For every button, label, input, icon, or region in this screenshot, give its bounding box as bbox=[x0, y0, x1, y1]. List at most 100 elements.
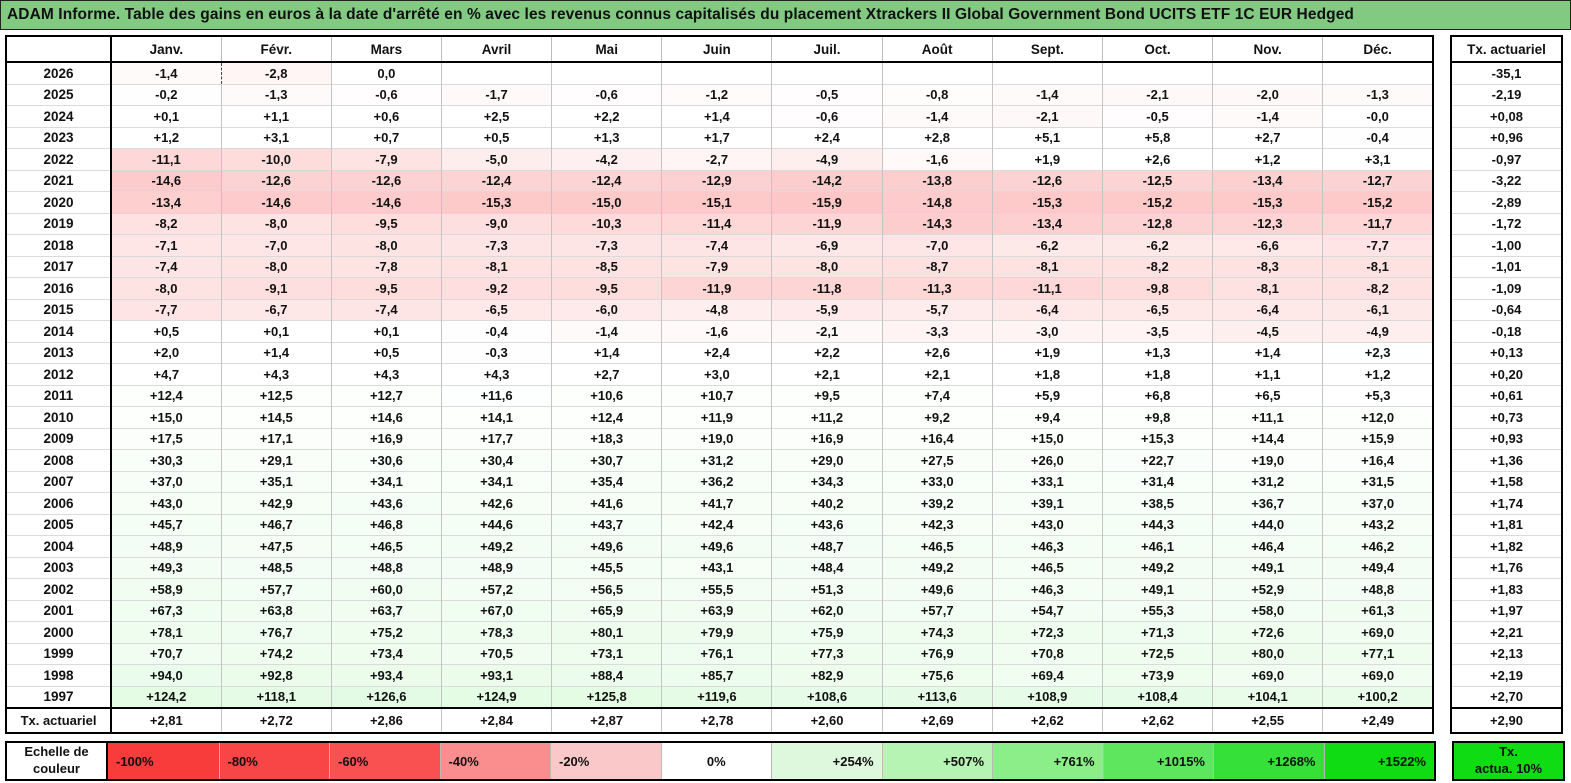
gain-cell[interactable]: +46,5 bbox=[330, 535, 442, 557]
gain-cell[interactable]: +1,7 bbox=[661, 126, 772, 149]
gain-cell[interactable]: +30,7 bbox=[551, 449, 662, 471]
year-label[interactable]: 2023 bbox=[6, 126, 112, 149]
gain-cell[interactable]: +46,2 bbox=[1322, 535, 1433, 557]
gain-cell[interactable]: -14,6 bbox=[330, 191, 442, 213]
gain-cell[interactable]: +49,2 bbox=[881, 556, 993, 579]
gain-cell[interactable]: +108,4 bbox=[1101, 685, 1213, 708]
gain-cell[interactable]: 0,0 bbox=[330, 61, 442, 84]
tx-actuariel-cell[interactable]: +2,60 bbox=[771, 707, 883, 733]
gain-cell[interactable]: +30,4 bbox=[440, 449, 552, 471]
gain-cell[interactable]: -7,4 bbox=[330, 298, 442, 321]
gain-cell[interactable]: -1,7 bbox=[440, 83, 552, 106]
tx-value-cell[interactable]: +2,19 bbox=[1451, 664, 1562, 686]
gain-cell[interactable]: +18,3 bbox=[551, 427, 662, 450]
gain-cell[interactable]: +69,4 bbox=[991, 664, 1103, 686]
year-label[interactable]: 2020 bbox=[6, 191, 112, 213]
gain-cell[interactable]: +4,3 bbox=[330, 363, 442, 385]
gain-cell[interactable]: +2,7 bbox=[1212, 126, 1323, 149]
gain-cell[interactable]: +72,3 bbox=[991, 621, 1103, 643]
month-header[interactable]: Juil. bbox=[771, 36, 883, 63]
tx-actuariel-cell[interactable]: +2,87 bbox=[551, 707, 662, 733]
gain-cell[interactable]: +0,6 bbox=[330, 105, 442, 127]
gain-cell[interactable]: +33,0 bbox=[881, 470, 993, 493]
gain-cell[interactable]: -8,2 bbox=[1101, 255, 1213, 278]
gain-cell[interactable]: -9,0 bbox=[440, 212, 552, 235]
tx-value-cell[interactable]: +0,20 bbox=[1451, 363, 1562, 385]
gain-cell[interactable]: +126,6 bbox=[330, 685, 442, 708]
gain-cell[interactable]: +70,8 bbox=[991, 642, 1103, 665]
gain-cell[interactable]: +49,1 bbox=[1212, 556, 1323, 579]
gain-cell[interactable]: +17,5 bbox=[110, 427, 222, 450]
gain-cell[interactable]: +34,3 bbox=[771, 470, 883, 493]
gain-cell[interactable]: -9,5 bbox=[551, 277, 662, 299]
gain-cell[interactable]: -6,4 bbox=[1212, 298, 1323, 321]
gain-cell[interactable]: -6,5 bbox=[1101, 298, 1213, 321]
gain-cell[interactable]: +2,2 bbox=[551, 105, 662, 127]
gain-cell[interactable]: +67,3 bbox=[110, 599, 222, 622]
gain-cell[interactable]: +9,2 bbox=[881, 406, 993, 428]
gain-cell[interactable]: -15,2 bbox=[1101, 191, 1213, 213]
gain-cell[interactable]: -8,2 bbox=[110, 212, 222, 235]
gain-cell[interactable]: +43,6 bbox=[330, 492, 442, 514]
gain-cell[interactable]: -7,3 bbox=[440, 234, 552, 256]
year-label[interactable]: 2003 bbox=[6, 556, 112, 579]
gain-cell[interactable]: +12,7 bbox=[330, 384, 442, 407]
gain-cell[interactable]: +6,5 bbox=[1212, 384, 1323, 407]
year-label[interactable]: 2011 bbox=[6, 384, 112, 407]
gain-cell[interactable]: +2,3 bbox=[1322, 341, 1433, 364]
gain-cell[interactable]: +44,3 bbox=[1101, 513, 1213, 536]
gain-cell[interactable]: -8,1 bbox=[440, 255, 552, 278]
gain-cell[interactable]: -11,9 bbox=[661, 277, 772, 299]
year-label[interactable]: 2015 bbox=[6, 298, 112, 321]
year-label[interactable]: 2013 bbox=[6, 341, 112, 364]
gain-cell[interactable]: -9,1 bbox=[220, 277, 332, 299]
gain-cell[interactable]: -12,9 bbox=[661, 169, 772, 192]
gain-cell[interactable] bbox=[1212, 61, 1323, 84]
month-header[interactable]: Nov. bbox=[1212, 36, 1323, 63]
gain-cell[interactable]: -8,1 bbox=[991, 255, 1103, 278]
tx-actuariel-cell[interactable]: +2,86 bbox=[330, 707, 442, 733]
tx-actuariel-row-label[interactable]: Tx. actuariel bbox=[6, 707, 112, 733]
tx-value-cell[interactable]: +0,08 bbox=[1451, 105, 1562, 127]
gain-cell[interactable]: -9,2 bbox=[440, 277, 552, 299]
gain-cell[interactable]: -2,1 bbox=[1101, 83, 1213, 106]
gain-cell[interactable]: +31,5 bbox=[1322, 470, 1433, 493]
gain-cell[interactable]: +7,4 bbox=[881, 384, 993, 407]
gain-cell[interactable]: -5,7 bbox=[881, 298, 993, 321]
gain-cell[interactable]: -1,2 bbox=[661, 83, 772, 106]
month-header[interactable]: Déc. bbox=[1322, 36, 1433, 63]
gain-cell[interactable]: +76,7 bbox=[220, 621, 332, 643]
tx-column-footer-cell[interactable]: +2,90 bbox=[1451, 707, 1562, 733]
tx-value-cell[interactable]: -2,19 bbox=[1451, 83, 1562, 106]
gain-cell[interactable]: +41,6 bbox=[551, 492, 662, 514]
gain-cell[interactable]: +1,9 bbox=[991, 341, 1103, 364]
year-label[interactable]: 2017 bbox=[6, 255, 112, 278]
gain-cell[interactable]: +52,9 bbox=[1212, 578, 1323, 600]
tx-value-cell[interactable]: +2,21 bbox=[1451, 621, 1562, 643]
gain-cell[interactable]: -11,7 bbox=[1322, 212, 1433, 235]
gain-cell[interactable]: -1,4 bbox=[881, 105, 993, 127]
gain-cell[interactable]: +80,0 bbox=[1212, 642, 1323, 665]
gain-cell[interactable]: +1,2 bbox=[110, 126, 222, 149]
gain-cell[interactable]: -0,3 bbox=[440, 341, 552, 364]
gain-cell[interactable]: +3,1 bbox=[220, 126, 332, 149]
gain-cell[interactable]: -2,0 bbox=[1212, 83, 1323, 106]
gain-cell[interactable]: -9,5 bbox=[330, 277, 442, 299]
gain-cell[interactable]: +42,3 bbox=[881, 513, 993, 536]
gain-cell[interactable]: +31,4 bbox=[1101, 470, 1213, 493]
gain-cell[interactable]: +43,1 bbox=[661, 556, 772, 579]
gain-cell[interactable]: -0,2 bbox=[110, 83, 222, 106]
gain-cell[interactable]: -1,4 bbox=[551, 320, 662, 342]
gain-cell[interactable]: +15,0 bbox=[991, 427, 1103, 450]
gain-cell[interactable]: +72,5 bbox=[1101, 642, 1213, 665]
tx-actuariel-cell[interactable]: +2,84 bbox=[440, 707, 552, 733]
gain-cell[interactable]: +75,9 bbox=[771, 621, 883, 643]
gain-cell[interactable]: -7,3 bbox=[551, 234, 662, 256]
gain-cell[interactable]: +76,1 bbox=[661, 642, 772, 665]
gain-cell[interactable]: +1,4 bbox=[220, 341, 332, 364]
gain-cell[interactable]: +15,3 bbox=[1101, 427, 1213, 450]
gain-cell[interactable]: -1,3 bbox=[1322, 83, 1433, 106]
gain-cell[interactable]: +42,9 bbox=[220, 492, 332, 514]
gain-cell[interactable]: +43,0 bbox=[110, 492, 222, 514]
gain-cell[interactable]: +100,2 bbox=[1322, 685, 1433, 708]
